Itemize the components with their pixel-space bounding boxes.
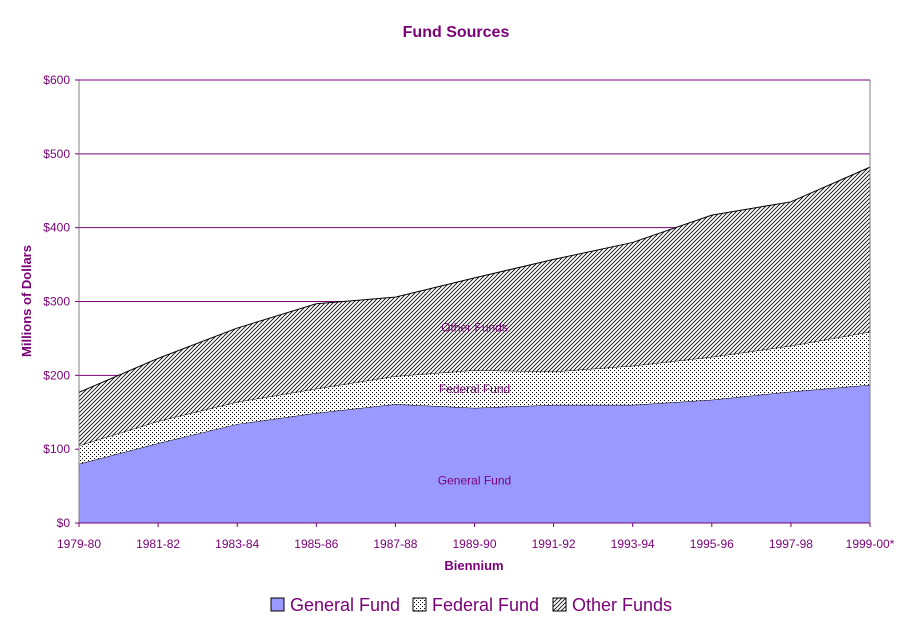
y-tick-label: $200 (43, 368, 70, 382)
y-tick-labels: $0 $100 $200 $300 $400 $500 $600 (43, 73, 70, 530)
area-other-funds (79, 167, 870, 446)
x-tick-label: 1979-80 (57, 537, 101, 551)
legend-swatch-federal-fund (412, 597, 427, 612)
area-label-federal-fund: Federal Fund (439, 382, 510, 396)
x-tick-label: 1987-88 (373, 537, 417, 551)
y-tick-label: $500 (43, 147, 70, 161)
y-tick-label: $400 (43, 221, 70, 235)
area-labels: General Fund Federal Fund Other Funds (438, 321, 511, 488)
y-tick-label: $300 (43, 295, 70, 309)
axes (75, 79, 871, 527)
y-tick-label: $0 (57, 516, 71, 530)
y-axis-title: Millions of Dollars (19, 245, 34, 357)
x-tick-label: 1983-84 (215, 537, 259, 551)
x-tick-label: 1985-86 (294, 537, 338, 551)
legend: General Fund Federal Fund Other Funds (270, 595, 672, 615)
legend-label-general-fund: General Fund (290, 595, 400, 615)
x-tick-label: 1981-82 (136, 537, 180, 551)
x-tick-label: 1999-00* (846, 537, 895, 551)
chart-title: Fund Sources (403, 24, 510, 41)
area-label-other-funds: Other Funds (441, 321, 508, 335)
legend-label-federal-fund: Federal Fund (432, 595, 539, 615)
x-axis-title: Biennium (444, 558, 503, 573)
area-federal-fund (79, 331, 870, 464)
legend-label-other-funds: Other Funds (572, 595, 672, 615)
x-tick-labels: 1979-80 1981-82 1983-84 1985-86 1987-88 1989-… (57, 537, 895, 551)
y-tick-label: $100 (43, 442, 70, 456)
area-top-line-other-funds (78, 166, 871, 393)
area-general-fund (79, 384, 870, 523)
x-tick-label: 1993-94 (611, 537, 655, 551)
x-tick-label: 1991-92 (532, 537, 576, 551)
x-tick-label: 1997-98 (769, 537, 813, 551)
x-tick-label: 1995-96 (690, 537, 734, 551)
x-tick-label: 1989-90 (452, 537, 496, 551)
stacked-areas (78, 166, 871, 523)
legend-swatch-general-fund (270, 597, 285, 612)
legend-swatch-other-funds (552, 597, 567, 612)
y-tick-label: $600 (43, 73, 70, 87)
area-label-general-fund: General Fund (438, 473, 511, 487)
